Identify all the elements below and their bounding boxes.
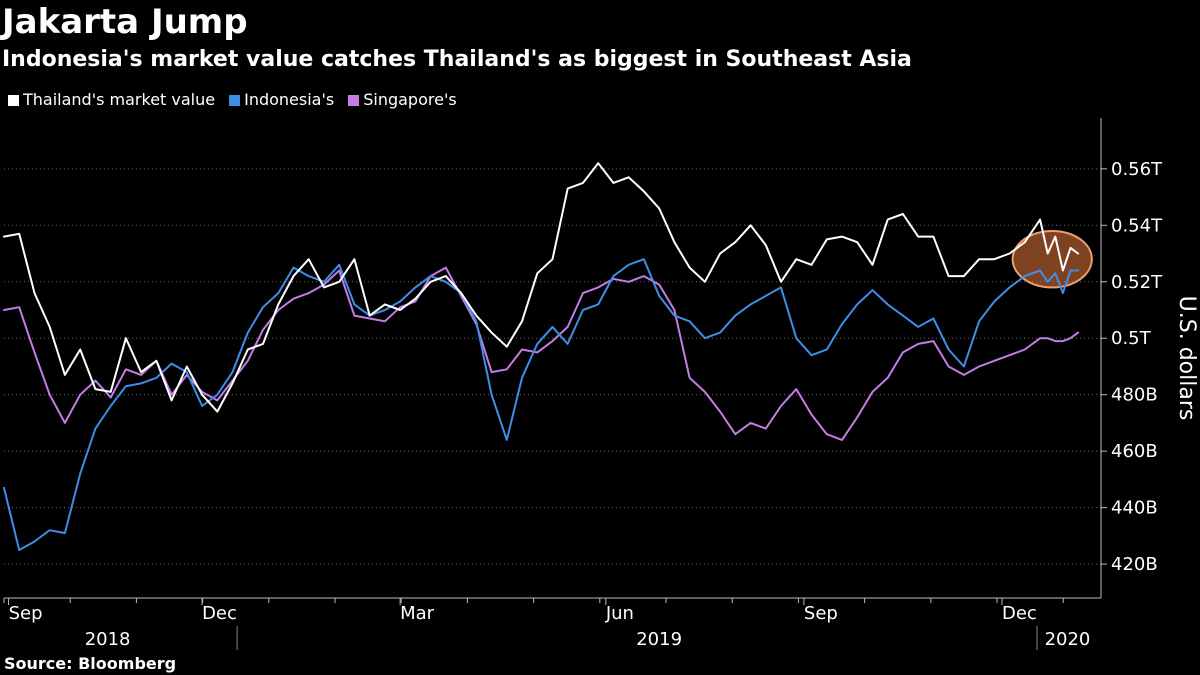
gridlines xyxy=(4,168,1101,565)
legend-swatch-singapore xyxy=(348,94,360,106)
legend-label-thailand: Thailand's market value xyxy=(23,90,216,109)
y-tick-label: 420B xyxy=(1111,554,1158,575)
x-tick-label: Sep xyxy=(9,603,43,624)
y-tick-label: 0.56T xyxy=(1111,159,1163,180)
x-tick-label: Dec xyxy=(1002,603,1037,624)
x-tick-label: Dec xyxy=(202,603,237,624)
y-tick-label: 0.54T xyxy=(1111,215,1163,236)
legend: Thailand's market value Indonesia's Sing… xyxy=(8,90,457,110)
chart-title: Jakarta Jump xyxy=(2,2,248,42)
x-tick-label: Mar xyxy=(400,603,435,624)
y-tick-label: 460B xyxy=(1111,441,1158,462)
y-tick-label: 0.5T xyxy=(1111,328,1152,349)
series-line-singapore xyxy=(3,266,1080,441)
legend-label-indonesia: Indonesia's xyxy=(244,90,335,109)
axis-labels: 420B 440B 460B 480B 0.5T 0.52T 0.54T 0.56T Sep De… xyxy=(9,159,1199,650)
y-tick-label: 0.52T xyxy=(1111,272,1163,293)
x-tick-label: Jun xyxy=(605,603,634,624)
y-tick-label: 440B xyxy=(1111,498,1158,519)
highlight-ellipse xyxy=(1011,229,1093,289)
year-label: 2019 xyxy=(636,629,682,650)
legend-label-singapore: Singapore's xyxy=(363,90,457,109)
y-tick-label: 480B xyxy=(1111,385,1158,406)
year-label: 2018 xyxy=(85,629,131,650)
series-lines xyxy=(3,162,1093,551)
axes xyxy=(3,118,1107,650)
year-label: 2020 xyxy=(1045,629,1091,650)
legend-swatch-indonesia xyxy=(229,94,241,106)
legend-swatch-thailand xyxy=(8,94,19,106)
series-line-indonesia xyxy=(3,258,1080,551)
x-tick-label: Sep xyxy=(804,603,838,624)
legend-item-indonesia: Indonesia's xyxy=(229,90,334,110)
y-axis-title: U.S. dollars xyxy=(1174,296,1199,421)
legend-item-singapore: Singapore's xyxy=(348,90,457,110)
chart-subtitle: Indonesia's market value catches Thailan… xyxy=(2,47,912,72)
legend-item-thailand: Thailand's market value xyxy=(8,90,215,110)
source-note: Source: Bloomberg xyxy=(4,654,177,673)
series-line-thailand xyxy=(3,162,1080,413)
